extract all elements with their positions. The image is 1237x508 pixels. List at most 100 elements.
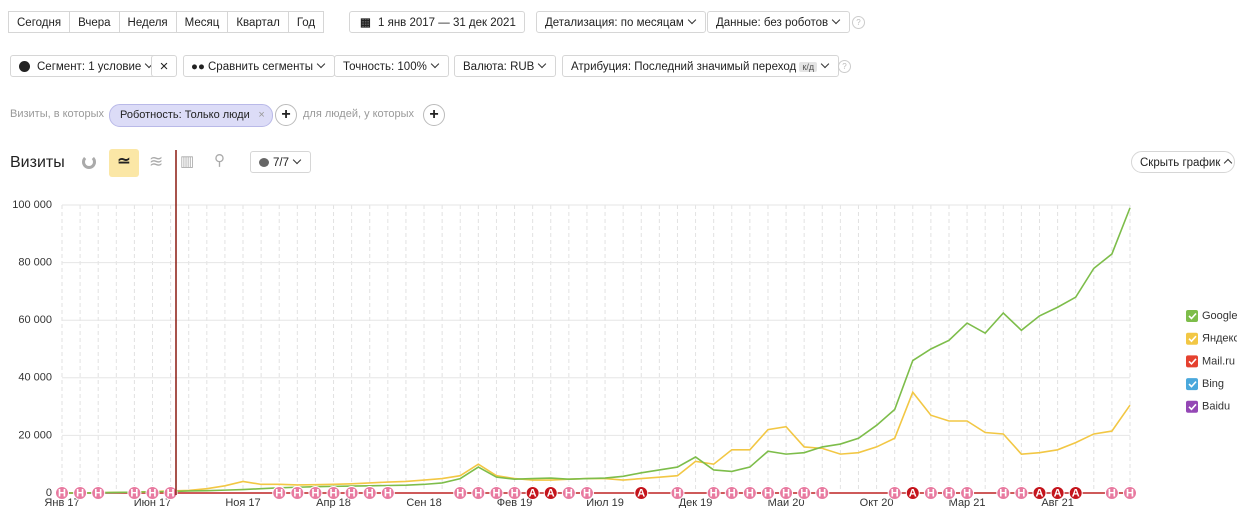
clear-segment-button[interactable]: × xyxy=(151,55,177,77)
legend-label: Baidu xyxy=(1202,401,1230,413)
annotation-marker[interactable]: Н xyxy=(760,486,775,500)
annotation-marker[interactable]: Н xyxy=(507,486,522,500)
detail-label: Детализация: по месяцам xyxy=(545,17,684,29)
annotation-marker[interactable]: Н xyxy=(670,486,685,500)
annotation-marker[interactable]: Н xyxy=(489,486,504,500)
marker-circle xyxy=(706,486,721,500)
annotation-marker[interactable]: Н xyxy=(742,486,757,500)
pie-chart-icon[interactable] xyxy=(82,155,96,169)
marker-circle xyxy=(996,486,1011,500)
annotation-marker[interactable]: Н xyxy=(941,486,956,500)
marker-label: Н xyxy=(963,487,971,499)
filter-condition[interactable]: Роботность: Только люди × xyxy=(109,104,273,127)
y-tick-label: 60 000 xyxy=(18,314,52,326)
marker-circle xyxy=(779,486,794,500)
annotation-marker[interactable]: Н xyxy=(887,486,902,500)
period-button[interactable]: Сегодня xyxy=(8,11,71,33)
annotation-marker[interactable]: А xyxy=(525,486,540,500)
annotation-marker[interactable]: А xyxy=(543,486,558,500)
annotation-marker[interactable]: Н xyxy=(91,486,106,500)
marker-label: Н xyxy=(348,487,356,499)
annotation-marker[interactable]: Н xyxy=(362,486,377,500)
annotation-marker[interactable]: Н xyxy=(815,486,830,500)
legend-check xyxy=(1188,403,1197,411)
comment-icon xyxy=(259,158,269,167)
marker-label: А xyxy=(1036,487,1044,499)
annotation-marker[interactable]: А xyxy=(1068,486,1083,500)
hide-chart-button[interactable]: Скрыть график xyxy=(1131,151,1235,173)
annotation-marker[interactable]: А xyxy=(1032,486,1047,500)
annotation-marker[interactable]: Н xyxy=(923,486,938,500)
annotation-marker[interactable]: Н xyxy=(561,486,576,500)
marker-circle xyxy=(905,486,920,500)
period-button[interactable]: Месяц xyxy=(175,11,229,33)
annotation-marker[interactable]: Н xyxy=(453,486,468,500)
annotation-marker[interactable]: Н xyxy=(779,486,794,500)
annotation-marker[interactable]: Н xyxy=(706,486,721,500)
marker-circle xyxy=(941,486,956,500)
annotation-marker[interactable]: Н xyxy=(55,486,69,500)
marker-label: Н xyxy=(130,487,138,499)
marker-circle xyxy=(55,486,69,500)
annotation-marker[interactable]: А xyxy=(905,486,920,500)
compare-button[interactable]: ●● Сравнить сегменты xyxy=(183,55,335,77)
annotation-marker[interactable]: Н xyxy=(344,486,359,500)
marker-label: Н xyxy=(384,487,392,499)
marker-circle xyxy=(561,486,576,500)
calendar-icon: ▦ xyxy=(360,17,371,29)
annotation-marker[interactable]: Н xyxy=(127,486,142,500)
legend-label: Google xyxy=(1202,310,1237,322)
annotation-marker[interactable]: Н xyxy=(996,486,1011,500)
attribution-button[interactable]: Атрибуция: Последний значимый переход к/… xyxy=(562,55,840,77)
detail-button[interactable]: Детализация: по месяцам xyxy=(536,11,706,33)
marker-circle xyxy=(797,486,812,500)
help-icon[interactable]: ? xyxy=(838,60,851,73)
annotations-button[interactable]: 7/7 xyxy=(250,151,311,173)
help-icon[interactable]: ? xyxy=(852,16,865,29)
marker-label: Н xyxy=(474,487,482,499)
annotation-marker[interactable]: Н xyxy=(308,486,323,500)
period-button[interactable]: Год xyxy=(287,11,325,33)
annotation-marker[interactable]: Н xyxy=(272,486,287,500)
annotation-marker[interactable]: Н xyxy=(579,486,594,500)
marker-label: Н xyxy=(76,487,84,499)
legend-swatch xyxy=(1186,355,1198,368)
annotation-marker[interactable]: Н xyxy=(145,486,160,500)
annotation-marker[interactable]: Н xyxy=(471,486,486,500)
currency-button[interactable]: Валюта: RUB xyxy=(454,55,557,77)
annotation-marker[interactable]: А xyxy=(1050,486,1065,500)
annotation-marker[interactable]: Н xyxy=(724,486,739,500)
annotation-marker[interactable]: Н xyxy=(73,486,88,500)
annotation-marker[interactable]: Н xyxy=(326,486,341,500)
data-filter-button[interactable]: Данные: без роботов xyxy=(707,11,851,33)
marker-circle xyxy=(163,486,178,500)
line-chart-icon[interactable]: ≃ xyxy=(109,149,139,177)
annotation-marker[interactable]: Н xyxy=(1104,486,1119,500)
annotation-marker[interactable]: Н xyxy=(797,486,812,500)
bar-chart-icon[interactable]: ▥ xyxy=(180,153,195,170)
series-line xyxy=(62,207,1131,494)
period-button[interactable]: Вчера xyxy=(69,11,120,33)
add-condition[interactable]: + xyxy=(275,104,297,126)
segment-button[interactable]: Сегмент: 1 условие xyxy=(10,55,164,77)
legend-label: Mail.ru xyxy=(1202,355,1235,367)
annotation-marker[interactable]: А xyxy=(634,486,649,500)
period-button[interactable]: Неделя xyxy=(118,11,177,33)
marker-label: Н xyxy=(330,487,338,499)
period-button[interactable]: Квартал xyxy=(227,11,289,33)
annotation-marker[interactable]: Н xyxy=(380,486,395,500)
accuracy-button[interactable]: Точность: 100% xyxy=(334,55,449,77)
attribution-label: Атрибуция: Последний значимый переход xyxy=(571,61,797,73)
period-group: Сегодня Вчера Неделя Месяц Квартал Год xyxy=(8,11,325,33)
annotation-marker[interactable]: Н xyxy=(290,486,305,500)
marker-label: Н xyxy=(167,487,175,499)
annotation-marker[interactable]: Н xyxy=(960,486,975,500)
annotation-marker[interactable]: Н xyxy=(1014,486,1029,500)
add-condition[interactable]: + xyxy=(423,104,445,126)
area-chart-icon[interactable]: ≋ xyxy=(149,152,164,171)
annotation-marker[interactable]: Н xyxy=(163,486,178,500)
x-tick-label: Янв 17 xyxy=(44,497,79,508)
date-range-button[interactable]: ▦ 1 янв 2017 — 31 дек 2021 xyxy=(349,11,525,33)
map-icon[interactable]: ⚲ xyxy=(214,152,225,169)
annotation-marker[interactable]: Н xyxy=(1123,486,1137,500)
